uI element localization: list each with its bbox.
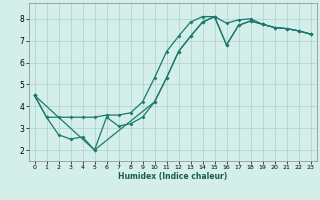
X-axis label: Humidex (Indice chaleur): Humidex (Indice chaleur) — [118, 172, 227, 181]
